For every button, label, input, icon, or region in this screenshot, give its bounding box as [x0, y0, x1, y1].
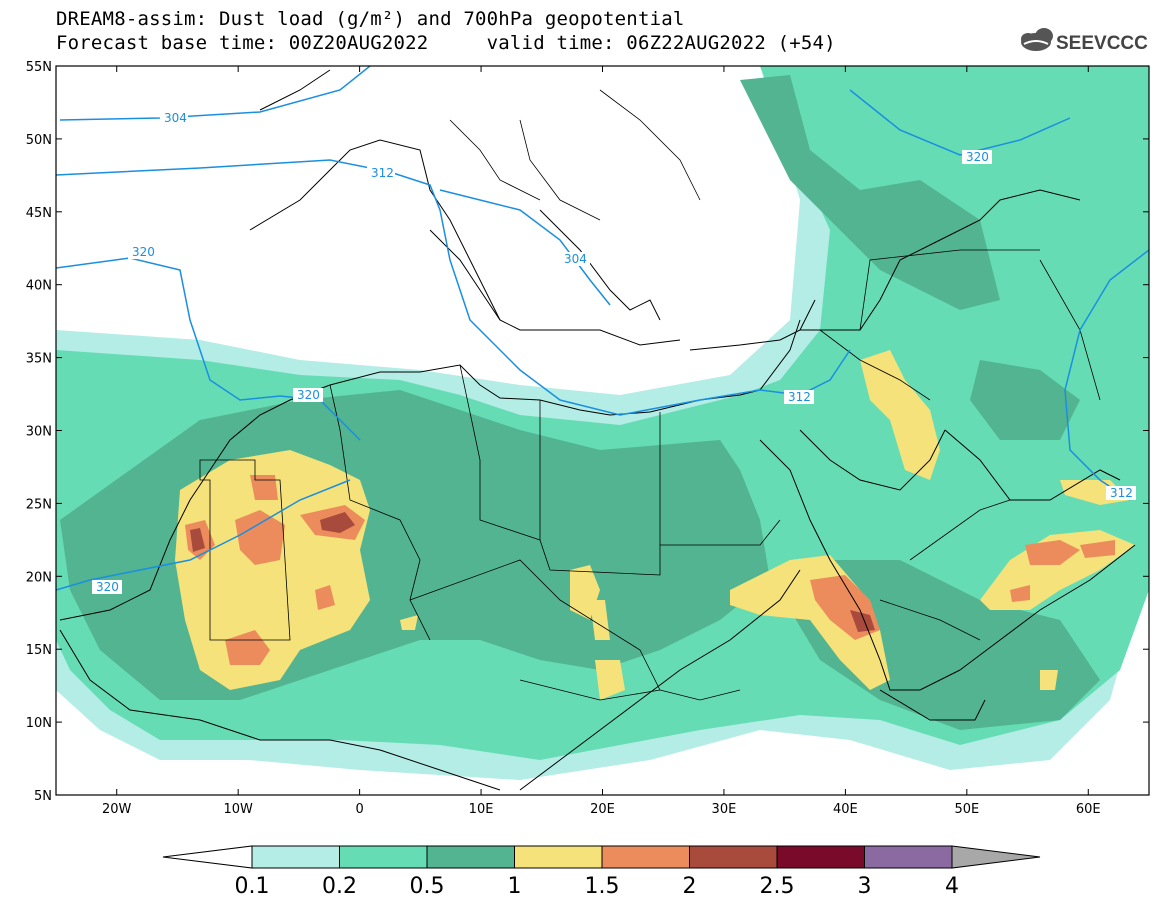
contour-label: 304 [564, 252, 587, 266]
lon-tick-label: 20W [102, 802, 132, 817]
contour-320-lower [56, 479, 351, 591]
lat-tick-label: 15N [26, 643, 52, 658]
colorbar-label: 2.5 [760, 874, 795, 899]
lon-tick-label: 30E [712, 802, 737, 817]
colorbar-swatch [426, 845, 515, 869]
colorbar-swatch [339, 845, 428, 869]
lat-tick-label: 50N [26, 133, 52, 148]
colorbar-label: 0.2 [322, 874, 357, 899]
contour-label: 312 [788, 390, 811, 404]
colorbar-swatch [601, 845, 690, 869]
colorbar-swatch [689, 845, 778, 869]
colorbar-swatch [514, 845, 603, 869]
colorbar-label: 1 [508, 874, 522, 899]
contour-304-west [59, 66, 371, 121]
contour-320-east [849, 89, 1071, 156]
geopotential-contours [56, 66, 1149, 591]
contour-label: 312 [371, 166, 394, 180]
contour-label: 320 [297, 388, 320, 402]
colorbar-label: 0.1 [235, 874, 270, 899]
logo-text: SEEVCCC [1056, 33, 1148, 54]
lat-tick-label: 10N [26, 716, 52, 731]
colorbar-swatch [776, 845, 865, 869]
lat-tick-label: 35N [26, 352, 52, 367]
lon-tick-label: 40E [833, 802, 858, 817]
lon-tick-label: 10E [469, 802, 494, 817]
colorbar-label: 2 [683, 874, 697, 899]
contour-304-center [439, 189, 611, 306]
colorbar-under-arrow [162, 845, 253, 869]
lon-tick-label: 20E [590, 802, 615, 817]
contour-labels: 304 312 320 304 320 320 312 320 312 [92, 111, 1136, 594]
colorbar-label: 0.5 [410, 874, 445, 899]
colorbar-label: 1.5 [585, 874, 620, 899]
colorbar-over-arrow [951, 845, 1041, 869]
contour-label: 304 [164, 111, 187, 125]
lon-tick-label: 60E [1076, 802, 1101, 817]
contour-label: 320 [96, 580, 119, 594]
map-title: DREAM8-assim: Dust load (g/m²) and 700hP… [56, 8, 685, 30]
lon-tick-label: 0 [355, 802, 363, 817]
longitude-axis: 20W 10W 0 10E 20E 30E 40E 50E 60E [102, 66, 1101, 817]
lon-tick-label: 50E [954, 802, 979, 817]
country-borders [199, 89, 1101, 701]
contour-320-west [56, 257, 361, 441]
seevccc-logo: SEEVCCC [1021, 28, 1148, 54]
lat-tick-label: 40N [26, 279, 52, 294]
colorbar: 0.1 0.2 0.5 1 1.5 2 2.5 3 4 [162, 845, 1041, 899]
lat-tick-label: 45N [26, 206, 52, 221]
lat-tick-label: 55N [26, 60, 52, 75]
lat-tick-label: 30N [26, 425, 52, 440]
contour-label: 320 [132, 245, 155, 259]
latitude-axis: 55N 50N 45N 40N 35N 30N 25N 20N 15N 10N 5N [26, 60, 1149, 804]
lat-tick-label: 25N [26, 497, 52, 512]
dust-field: 304 312 320 304 320 320 312 320 312 [56, 66, 1149, 795]
lat-tick-label: 20N [26, 570, 52, 585]
colorbar-label: 4 [945, 874, 959, 899]
lon-tick-label: 10W [223, 802, 253, 817]
contour-label: 312 [1110, 486, 1133, 500]
map-subtitle: Forecast base time: 00Z20AUG2022 valid t… [56, 32, 836, 54]
colorbar-label: 3 [858, 874, 872, 899]
colorbar-swatch [864, 845, 953, 869]
contour-312-west [56, 159, 851, 416]
contour-312-east [1064, 249, 1149, 501]
cloud-icon [1021, 28, 1053, 51]
coastlines [59, 69, 1136, 791]
colorbar-swatch [251, 845, 340, 869]
lat-tick-label: 5N [34, 789, 52, 804]
contour-label: 320 [966, 150, 989, 164]
dust-level-1 [175, 350, 1135, 700]
